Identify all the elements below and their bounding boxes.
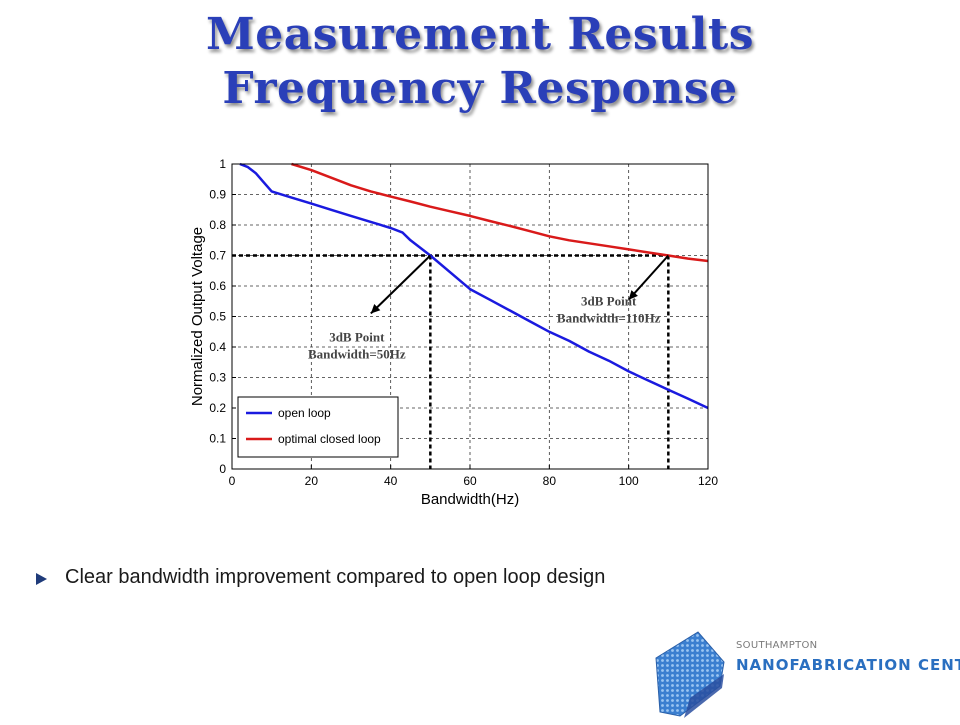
legend-label: optimal closed loop <box>278 432 381 446</box>
x-axis-label: Bandwidth(Hz) <box>421 491 519 508</box>
annotation-label-line2: Bandwidth=50Hz <box>308 346 406 361</box>
legend-box <box>237 396 399 458</box>
y-tick-label: 0.9 <box>209 188 226 202</box>
bullet-text: Clear bandwidth improvement compared to … <box>65 566 606 588</box>
logo-line-1: SOUTHAMPTON <box>736 640 818 651</box>
annotation-arrowhead <box>628 290 638 300</box>
x-tick-label: 120 <box>698 474 718 488</box>
annotation-arrowhead <box>370 304 381 314</box>
series-line-closed-loop <box>291 162 709 263</box>
nanofabrication-logo: SOUTHAMPTON NANOFABRICATION CENTRE <box>650 628 960 720</box>
annotations: 3dB Point Bandwidth=50Hz 3dB Point Bandwidt… <box>308 254 670 361</box>
reference-lines <box>232 254 670 469</box>
series <box>239 162 709 410</box>
y-tick-label: 0.6 <box>209 279 226 293</box>
y-axis-label: Normalized Output Voltage <box>189 227 206 406</box>
title-line-2: Frequency Response <box>222 63 738 114</box>
y-tick-label: 0.4 <box>209 340 226 354</box>
x-tick-label: 80 <box>543 474 557 488</box>
logo-mark-icon <box>655 631 725 718</box>
bullet-item: Clear bandwidth improvement compared to … <box>36 566 605 589</box>
x-tick-label: 100 <box>619 474 639 488</box>
legend: open loop optimal closed loop <box>237 396 399 458</box>
annotation-arrow-line <box>370 254 432 315</box>
bullet-arrow-icon <box>36 572 47 585</box>
y-tick-label: 0.1 <box>209 432 226 446</box>
axes: 0 20 40 60 80 100 120 0 0.1 0.2 0.3 0.4 0.5 0.6 0.7 0.8… <box>189 157 718 508</box>
legend-label: open loop <box>278 406 331 420</box>
frequency-response-chart: 0 20 40 60 80 100 120 0 0.1 0.2 0.3 0.4 0.5 0.6 0.7 0.8… <box>189 157 718 508</box>
annotation-label-line1: 3dB Point <box>329 329 385 344</box>
y-tick-label: 1 <box>219 157 226 171</box>
y-tick-label: 0.8 <box>209 218 226 232</box>
y-tick-label: 0.2 <box>209 401 226 415</box>
annotation-label-line2: Bandwidth=110Hz <box>557 311 661 326</box>
x-tick-label: 0 <box>229 474 236 488</box>
x-tick-label: 20 <box>305 474 319 488</box>
x-tick-label: 40 <box>384 474 398 488</box>
y-tick-label: 0 <box>219 462 226 476</box>
x-tick-label: 60 <box>463 474 477 488</box>
y-tick-label: 0.3 <box>209 371 226 385</box>
slide-title: Measurement Results Frequency Response <box>0 8 960 116</box>
logo-line-2: NANOFABRICATION CENTRE <box>736 656 960 674</box>
y-tick-label: 0.5 <box>209 310 226 324</box>
annotation-arrow-line <box>627 254 670 301</box>
title-line-1: Measurement Results <box>206 9 754 60</box>
annotation-label-line1: 3dB Point <box>581 294 637 309</box>
y-tick-label: 0.7 <box>209 249 226 263</box>
series-line-open-loop <box>239 162 709 410</box>
